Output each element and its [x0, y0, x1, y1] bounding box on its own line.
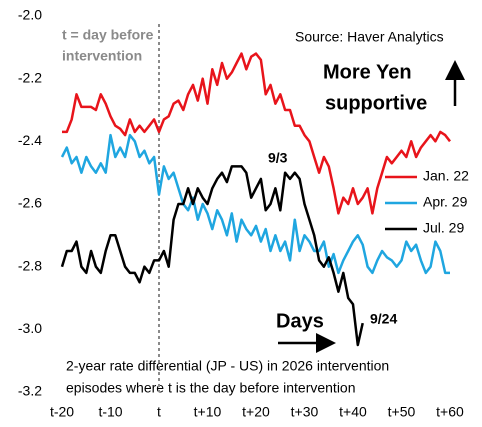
y-tick-label: -3.2: [18, 383, 42, 399]
x-tick-label: t+20: [242, 404, 270, 420]
y-tick-label: -3.0: [18, 320, 42, 336]
label-9-3: 9/3: [268, 150, 288, 166]
series-line: [62, 52, 451, 215]
y-tick-label: -2.6: [18, 195, 42, 211]
label-9-24: 9/24: [370, 311, 397, 327]
x-tick-label: t: [157, 404, 161, 420]
x-tick-label: t+50: [388, 404, 416, 420]
source: Source: Haver Analytics: [295, 29, 444, 45]
legend-label: Apr. 29: [423, 194, 468, 210]
series-line: [60, 165, 364, 347]
x-tick-label: t+10: [194, 404, 222, 420]
x-tick-label: t+60: [436, 404, 464, 420]
legend-label: Jan. 22: [423, 168, 469, 184]
x-tick-label: t-20: [50, 404, 74, 420]
series-line: [60, 133, 450, 275]
legend-label: Jul. 29: [423, 220, 464, 236]
yen-note: supportive: [325, 92, 427, 114]
x-tick-label: t-10: [98, 404, 122, 420]
note: episodes where t is the day before inter…: [66, 380, 356, 396]
t-note: t = day before: [62, 27, 154, 43]
x-tick-label: t+40: [339, 404, 367, 420]
x-tick-label: t+30: [291, 404, 319, 420]
yen-note: More Yen: [323, 61, 412, 83]
note: 2-year rate differential (JP - US) in 20…: [66, 358, 389, 374]
y-tick-label: -2.0: [18, 7, 42, 23]
y-tick-label: -2.2: [18, 69, 42, 85]
days-note: Days: [276, 310, 324, 332]
y-tick-label: -2.4: [18, 132, 42, 148]
y-tick-label: -2.8: [18, 257, 42, 273]
t-note: intervention: [62, 48, 142, 64]
